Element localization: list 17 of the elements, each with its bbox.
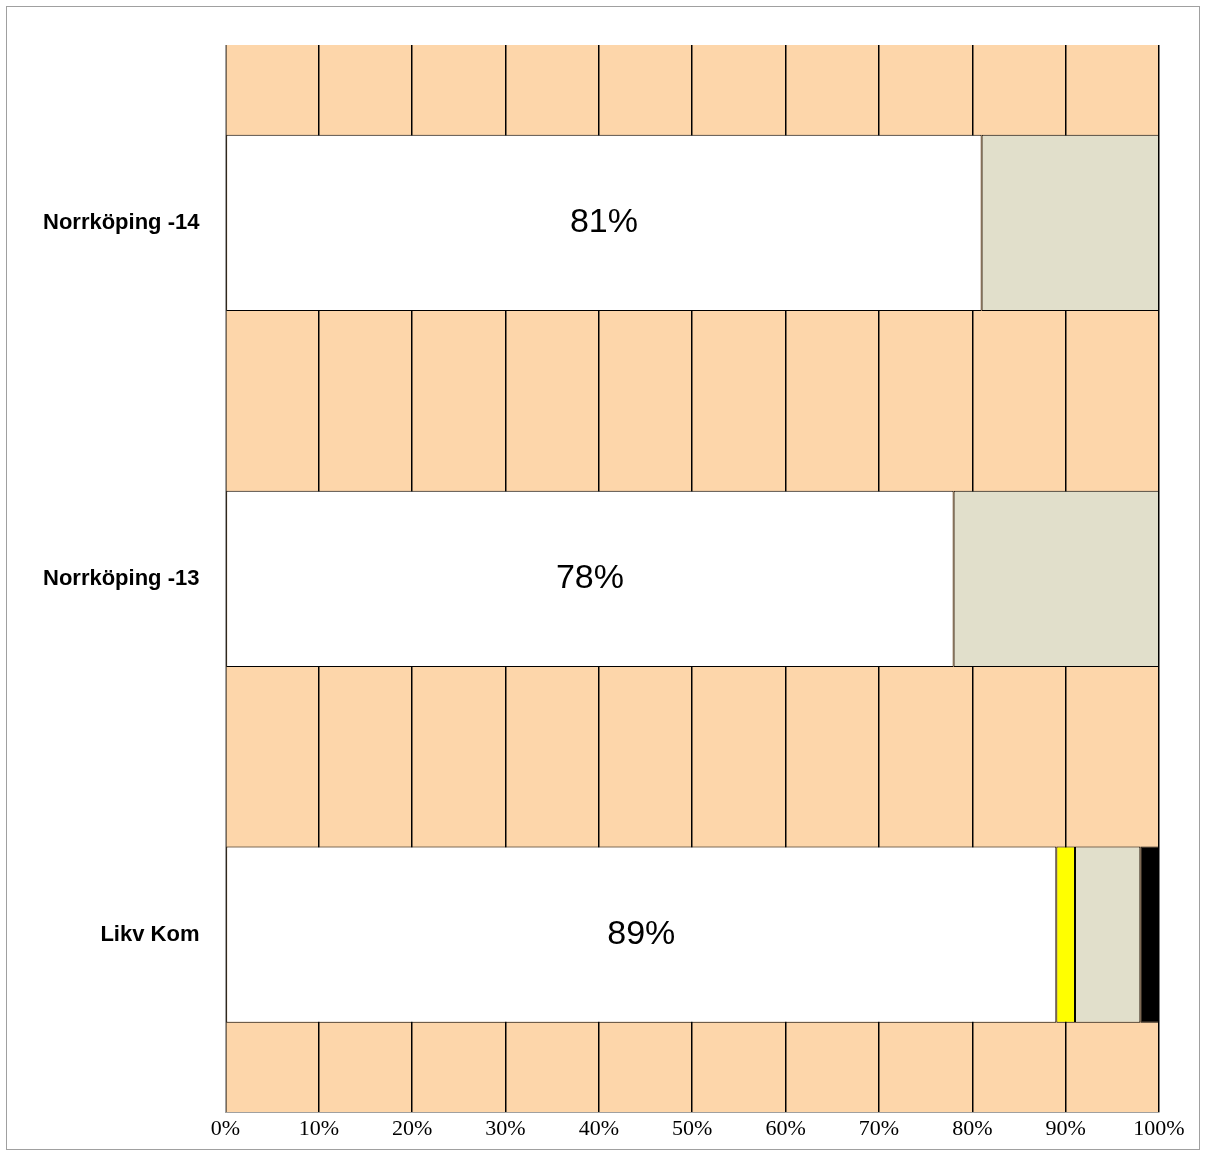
x-tick-label: 60% bbox=[765, 1114, 806, 1140]
x-tick-label: 10% bbox=[298, 1114, 339, 1140]
x-tick-label: 80% bbox=[952, 1114, 993, 1140]
x-tick-label: 20% bbox=[392, 1114, 433, 1140]
y-tick-label: Norrköping -13 bbox=[42, 564, 200, 590]
x-tick-label: 50% bbox=[672, 1114, 713, 1140]
data-label: 81% bbox=[569, 201, 638, 240]
data-label: 78% bbox=[555, 557, 624, 596]
y-tick-label: Likv Kom bbox=[100, 920, 200, 946]
x-tick-label: 30% bbox=[485, 1114, 526, 1140]
x-tick-label: 100% bbox=[1133, 1114, 1185, 1140]
x-tick-label: 90% bbox=[1045, 1114, 1086, 1140]
y-tick-label: Norrköping -14 bbox=[42, 209, 201, 234]
x-tick-label: 40% bbox=[578, 1114, 620, 1140]
data-label: 89% bbox=[607, 913, 676, 952]
x-tick-label: 0% bbox=[210, 1114, 241, 1140]
x-tick-label: 70% bbox=[858, 1114, 900, 1140]
